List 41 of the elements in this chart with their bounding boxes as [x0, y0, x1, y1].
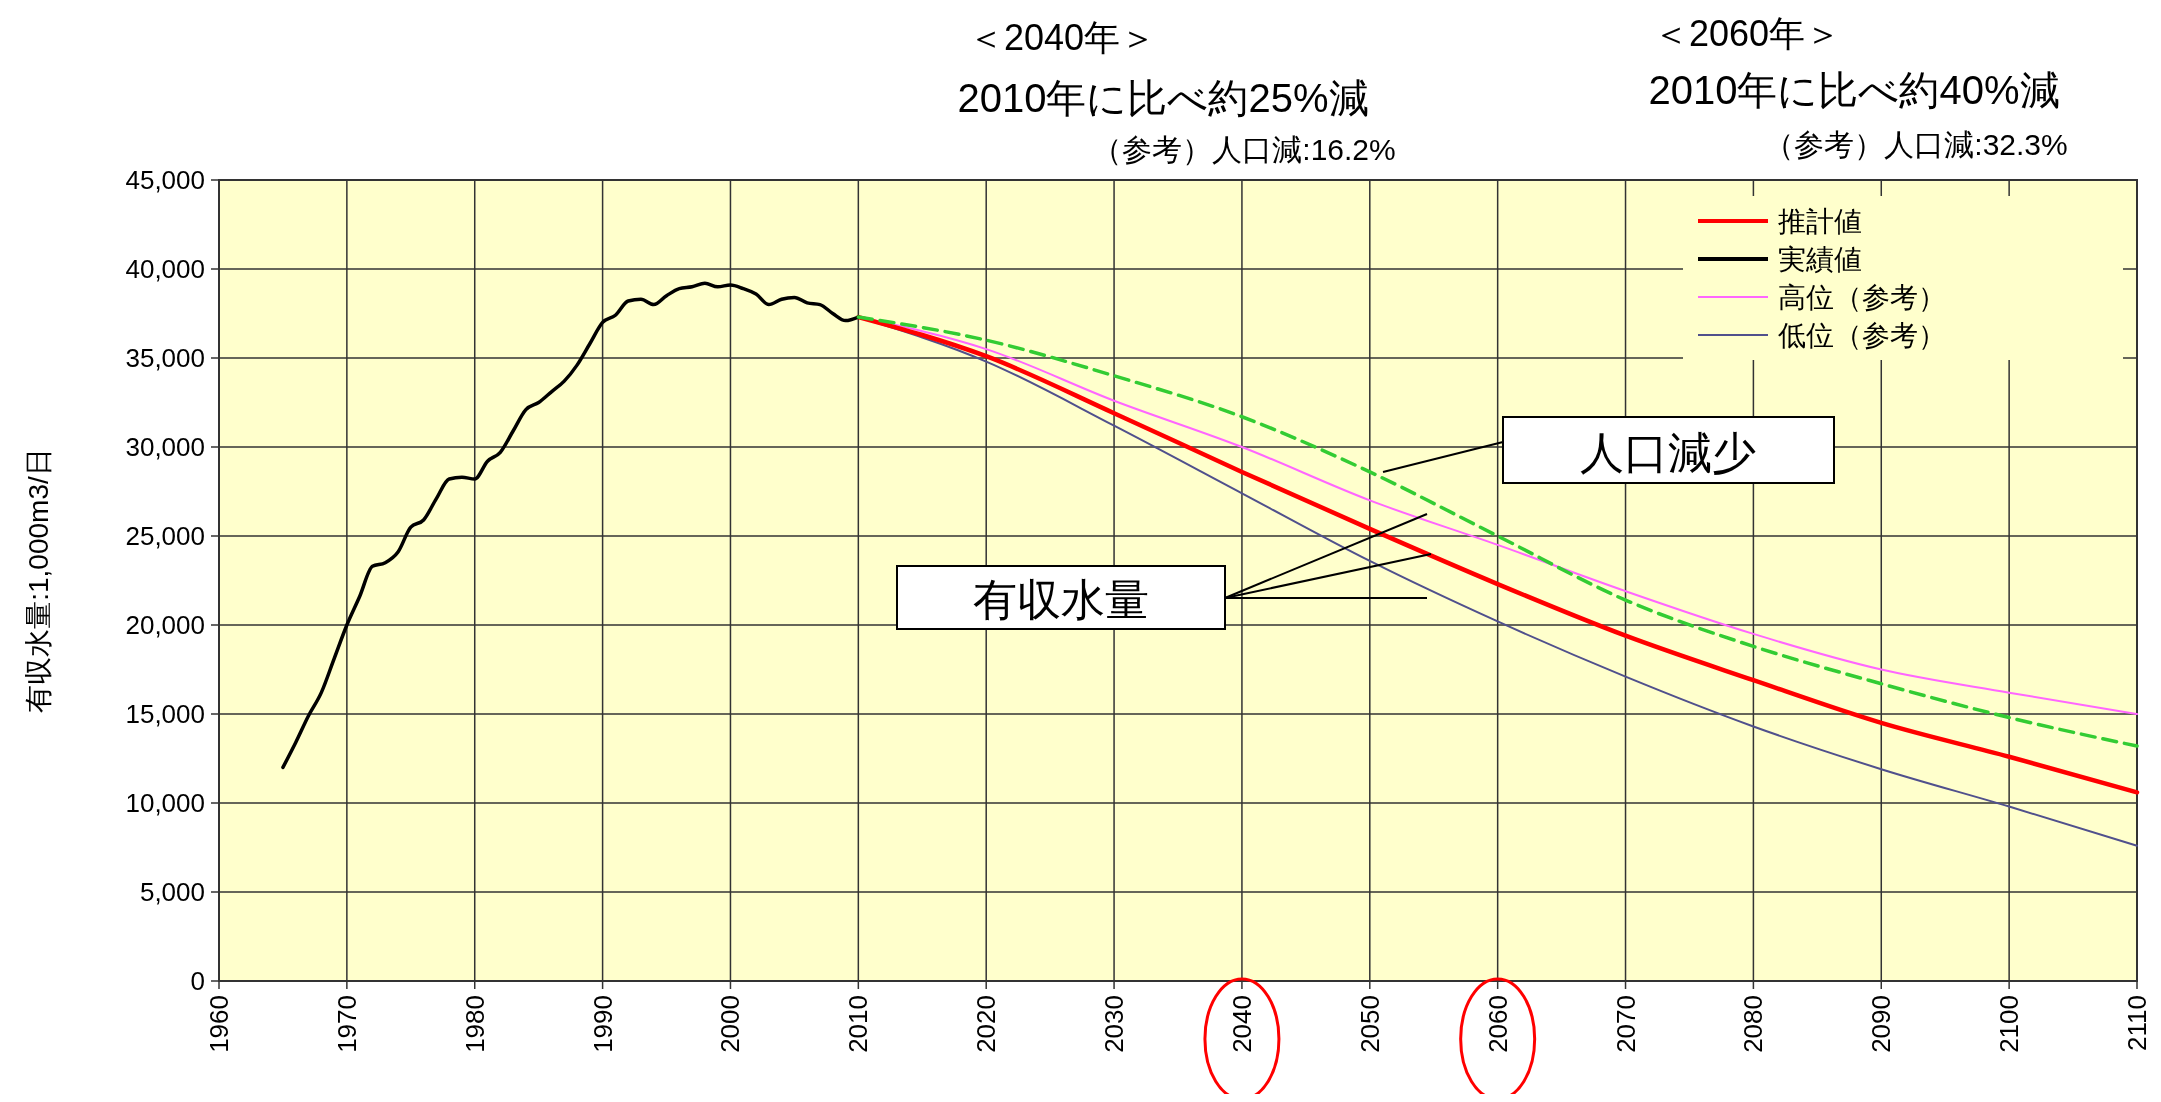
x-tick-label: 1970 — [331, 995, 362, 1053]
x-tick-label: 2010 — [843, 995, 874, 1053]
callout-box: 有収水量 — [896, 513, 1432, 630]
x-tick-label: 2050 — [1354, 995, 1385, 1053]
x-tick-label: 2110 — [2122, 995, 2152, 1051]
y-tick-label: 30,000 — [125, 432, 205, 462]
text: ＜2060年＞ — [1652, 13, 1842, 54]
x-tick-label: 2030 — [1099, 995, 1130, 1053]
legend-label: 高位（参考） — [1778, 281, 1946, 313]
y-tick-label: 25,000 — [125, 521, 205, 551]
y-tick-label: 40,000 — [125, 254, 205, 284]
legend-label: 実績値 — [1778, 243, 1862, 275]
text: 2010年に比べ約25%減 — [957, 76, 1369, 120]
y-tick-label: 0 — [190, 966, 205, 996]
text: 2010年に比べ約40%減 — [1648, 68, 2060, 112]
x-tick-label: 2020 — [971, 995, 1002, 1053]
y-tick-label: 35,000 — [125, 343, 205, 373]
y-tick-label: 15,000 — [125, 699, 205, 729]
x-tick-label: 1990 — [587, 995, 618, 1053]
x-tick-label: 2000 — [715, 995, 746, 1053]
line-series — [281, 281, 861, 770]
x-tick-label: 2100 — [1994, 995, 2025, 1053]
x-tick-label: 2080 — [1738, 995, 1769, 1053]
annotation: 人口減少 — [1580, 427, 1756, 477]
y-axis-title: 有収水量:1,000m3/日 — [22, 448, 54, 713]
y-tick-label: 5,000 — [139, 877, 205, 907]
y-tick-label: 10,000 — [125, 788, 205, 818]
x-tick-label: 1980 — [459, 995, 490, 1053]
text: （参考）人口減:32.3% — [1764, 128, 2068, 161]
text: ＜2040年＞ — [967, 17, 1157, 58]
x-tick-label: 2090 — [1866, 995, 1897, 1053]
y-tick-label: 20,000 — [125, 610, 205, 640]
text: （参考）人口減:16.2% — [1092, 133, 1396, 166]
legend-label: 低位（参考） — [1778, 319, 1946, 351]
x-tick-label: 1960 — [204, 995, 234, 1053]
annotation: 有収水量 — [973, 574, 1149, 624]
x-tick-label: 2070 — [1610, 995, 1641, 1053]
legend-label: 推計値 — [1778, 205, 1862, 237]
x-tick-label: 2040 — [1226, 995, 1257, 1053]
x-tick-label: 2060 — [1482, 995, 1513, 1053]
y-tick-label: 45,000 — [125, 165, 205, 195]
